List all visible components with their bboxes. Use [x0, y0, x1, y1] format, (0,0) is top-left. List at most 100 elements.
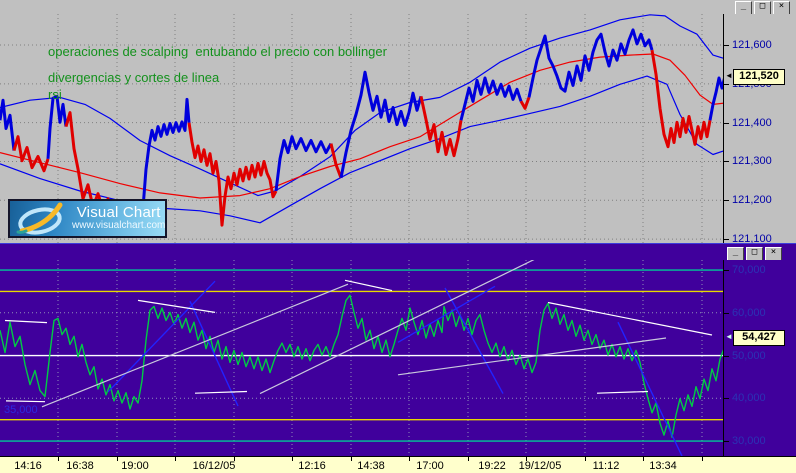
rsi-close-icon[interactable]: × [765, 247, 782, 261]
rsi-maximize-icon[interactable]: □ [746, 247, 763, 261]
series-price_run_1 [0, 98, 16, 151]
series-price_run_3 [46, 94, 68, 159]
price-chart-panel[interactable]: operaciones de scalping entubando el pre… [0, 14, 796, 245]
minimize-icon[interactable]: _ [735, 1, 752, 15]
visual-chart-logo: Visual Chart www.visualchart.com [8, 199, 167, 238]
axis-tick [724, 123, 729, 124]
rsi-axis: ◄ 54,427 70,000 60,000 50,000 40,000 30,000 [723, 260, 796, 456]
series-rsi [0, 294, 723, 438]
time-label: 19:22 [478, 460, 506, 472]
series-price_run_15 [708, 76, 723, 121]
axis-label: 121,100 [732, 233, 772, 245]
rsi-header-bar: RSI_ED RSI: 50,5275 UppperBand: 70,0000 … [0, 243, 796, 260]
time-tick [702, 457, 703, 461]
time-label: 14:16 [14, 460, 42, 472]
annotation-rsi: rsi [48, 87, 62, 102]
time-tick [585, 457, 586, 461]
rsi-indicator-panel[interactable]: 35,000 ◄ 54,427 70,000 60,000 50,000 40,000… [0, 260, 796, 456]
time-label: 17:00 [416, 460, 444, 472]
series-price_run_7 [274, 135, 333, 192]
annotation-divergencias: divergencias y cortes de linea [48, 70, 220, 85]
series-trendline_white_6 [547, 301, 713, 336]
rsi-minimize-icon[interactable]: _ [727, 247, 744, 261]
axis-label: 60,000 [732, 307, 766, 319]
axis-label: 121,600 [732, 39, 772, 51]
logo-url: www.visualchart.com [72, 220, 166, 232]
series-price_run_10 [419, 95, 463, 158]
axis-tick [724, 200, 729, 201]
time-tick [643, 457, 644, 461]
series-trendline_white_5 [344, 279, 393, 292]
axis-tick [724, 270, 729, 271]
time-tick [351, 457, 352, 461]
series-trendline_gray_1 [41, 283, 349, 408]
series-price_run_12 [519, 96, 531, 110]
axis-label: 70,000 [732, 264, 766, 276]
current-rsi-arrow: ◄ [725, 332, 733, 341]
current-price-arrow: ◄ [725, 71, 733, 80]
rsi-panel-controls: _ □ × [727, 247, 782, 261]
series-price_run_9 [339, 70, 423, 179]
time-tick [526, 457, 527, 461]
time-tick [58, 457, 59, 461]
series-price_run_14 [650, 49, 712, 149]
rsi-level-label: 35,000 [4, 404, 38, 416]
current-rsi-box: 54,427 [733, 330, 785, 346]
window-controls: _ □ × [735, 1, 790, 15]
series-trendline_white_3 [5, 400, 46, 403]
series-price_run_11 [459, 76, 523, 121]
time-tick [175, 457, 176, 461]
series-trendline_blue_2 [189, 301, 239, 407]
annotation-scalping: operaciones de scalping entubando el pre… [48, 44, 387, 59]
series-trendline_gray_2 [259, 260, 535, 395]
time-axis[interactable]: 14:16 16:38 19:00 16/12/05 12:16 14:38 17:00 19… [0, 456, 796, 473]
maximize-icon[interactable]: □ [754, 1, 771, 15]
window-titlebar: EURO BUND FUTURE - Intradía 2 minutos H:… [0, 0, 796, 15]
rsi-chart-canvas [0, 260, 723, 456]
time-label: 14:38 [357, 460, 385, 472]
time-label: 11:12 [592, 460, 620, 472]
axis-tick [724, 441, 729, 442]
time-label: 19/12/05 [518, 460, 562, 472]
axis-label: 121,400 [732, 117, 772, 129]
time-label: 16:38 [66, 460, 94, 472]
time-label: 19:00 [121, 460, 149, 472]
close-icon[interactable]: × [773, 1, 790, 15]
logo-title: Visual Chart [76, 204, 161, 222]
time-tick [234, 457, 235, 461]
axis-tick [724, 356, 729, 357]
series-trendline_white_1 [4, 319, 48, 324]
axis-tick [724, 45, 729, 46]
axis-tick [724, 161, 729, 162]
axis-tick [724, 313, 729, 314]
axis-tick [724, 398, 729, 399]
axis-label: 121,200 [732, 194, 772, 206]
series-price_run_8 [329, 143, 343, 179]
series-price_run_2 [12, 135, 50, 173]
axis-label: 121,300 [732, 155, 772, 167]
series-trendline_gray_3 [397, 337, 667, 376]
axis-tick [724, 84, 729, 85]
axis-tick [724, 239, 729, 240]
price-axis: ◄ 121,520 121,600121,500121,400121,30012… [723, 14, 796, 245]
series-price_run_6 [187, 122, 278, 227]
series-price_run_13 [527, 28, 654, 98]
price-chart-canvas [0, 14, 723, 243]
time-tick [117, 457, 118, 461]
series-trendline_white_7 [596, 390, 649, 394]
series-trendline_blue_3 [397, 285, 496, 343]
series-trendline_white_2 [137, 299, 216, 313]
time-tick [292, 457, 293, 461]
series-trendline_white_4 [194, 390, 248, 394]
time-label: 12:16 [298, 460, 326, 472]
axis-label: 40,000 [732, 392, 766, 404]
axis-label: 50,000 [732, 350, 766, 362]
time-tick [468, 457, 469, 461]
series-price_run_5 [141, 97, 191, 209]
series-trendline_blue_4 [444, 287, 504, 394]
series-trendline_blue_5 [617, 321, 683, 456]
current-price-box: 121,520 [733, 69, 785, 85]
axis-label: 30,000 [732, 435, 766, 447]
time-label: 13:34 [649, 460, 677, 472]
